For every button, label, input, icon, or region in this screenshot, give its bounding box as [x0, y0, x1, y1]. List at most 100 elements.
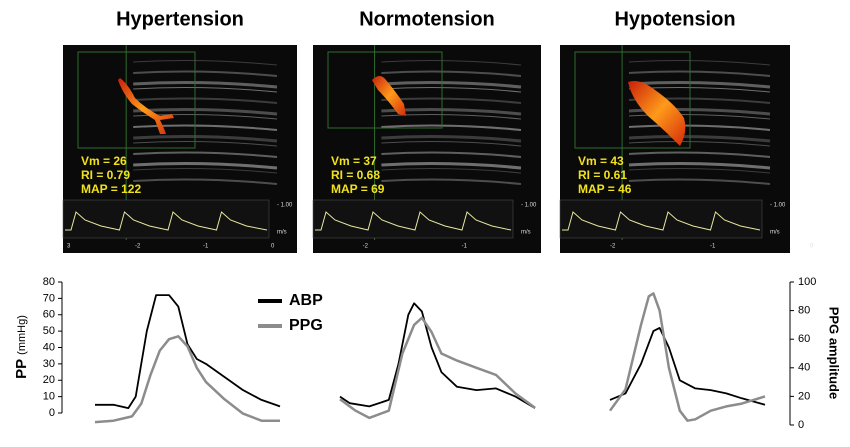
panel-title: Hypertension — [116, 8, 244, 30]
scale-label: 3 — [67, 244, 71, 250]
tissue-texture — [381, 135, 522, 143]
tissue-texture — [628, 81, 771, 89]
y2-tick-label: 0 — [798, 419, 804, 431]
tissue-texture — [381, 178, 522, 185]
tissue-texture — [628, 178, 771, 185]
measurement: MAP = 69 — [331, 182, 385, 196]
measurement: RI = 0.61 — [578, 168, 627, 182]
color-flow — [372, 76, 406, 116]
tissue-texture — [381, 124, 522, 131]
y2-tick-label: 100 — [798, 276, 816, 288]
tissue-texture — [133, 141, 278, 147]
sample-box — [574, 51, 691, 149]
scale-label: - 1.00 — [521, 203, 537, 209]
y-tick-label: 10 — [43, 391, 55, 403]
tissue-texture — [133, 97, 278, 104]
scale-label: -2 — [610, 244, 616, 250]
tissue-texture — [628, 168, 771, 174]
tissue-texture — [133, 60, 278, 66]
legend-label: PPG — [289, 317, 323, 334]
tissue-texture — [381, 162, 522, 170]
doppler-trace — [315, 211, 512, 231]
tissue-texture — [133, 135, 278, 143]
measurement: MAP = 46 — [578, 182, 632, 196]
y-tick-label: 50 — [43, 325, 55, 337]
y2-axis-label: PPG amplitude — [827, 307, 842, 399]
scale-label: 0 — [810, 244, 814, 250]
tissue-texture — [628, 151, 771, 158]
ppg-line — [608, 292, 766, 422]
measurement: MAP = 122 — [81, 182, 141, 196]
abp-line — [95, 294, 281, 409]
measurement: RI = 0.68 — [331, 168, 380, 182]
tissue-texture — [628, 70, 771, 77]
tissue-texture — [381, 60, 522, 66]
y-tick-label: 20 — [43, 374, 55, 386]
y-tick-label: 60 — [43, 309, 55, 321]
y2-tick-label: 40 — [798, 362, 810, 374]
measurement: Vm = 26 — [81, 154, 127, 168]
measurement: Vm = 37 — [331, 154, 377, 168]
scale-label: 0 — [271, 244, 275, 250]
ppg-line — [339, 316, 536, 420]
waveform-charts: 0 10 20 30 40 50 60 70 80 PP (mmHg) 0 20 40 60 80 100 PPG… — [13, 276, 842, 431]
tissue-texture — [133, 87, 278, 93]
scale-label: -1 — [203, 244, 209, 250]
color-flow — [118, 78, 174, 134]
tissue-texture — [133, 151, 278, 158]
ppg-line — [94, 335, 280, 424]
scale-label: -2 — [363, 244, 369, 250]
tissue-texture — [133, 124, 278, 131]
tissue-texture — [133, 162, 278, 170]
tissue-texture — [133, 178, 278, 185]
y-axis-label: PP (mmHg) — [13, 315, 30, 379]
y2-tick-label: 60 — [798, 333, 810, 345]
scale-label: - 1.00 — [770, 203, 786, 209]
y-tick-label: 0 — [49, 407, 55, 419]
scale-label: -1 — [710, 244, 716, 250]
tissue-texture — [381, 114, 522, 120]
tissue-texture — [628, 124, 771, 131]
tissue-texture — [381, 151, 522, 158]
y-tick-label: 30 — [43, 358, 55, 370]
tissue-texture — [381, 168, 522, 174]
measurement: Vm = 43 — [578, 154, 624, 168]
y-tick-label: 40 — [43, 341, 55, 353]
y2-tick-label: 80 — [798, 305, 810, 317]
tissue-texture — [628, 135, 771, 143]
measurement: RI = 0.79 — [81, 168, 130, 182]
sample-box — [77, 51, 196, 149]
tissue-texture — [628, 60, 771, 66]
abp-line — [339, 302, 536, 409]
tissue-texture — [133, 168, 278, 174]
y2-tick-label: 20 — [798, 390, 810, 402]
scale-label: m/s — [277, 230, 287, 236]
tissue-texture — [133, 70, 278, 77]
sample-box — [327, 51, 443, 129]
y-tick-label: 70 — [43, 292, 55, 304]
panel-title: Hypotension — [614, 8, 735, 30]
tissue-texture — [628, 114, 771, 120]
abp-line — [609, 327, 766, 406]
scale-label: - 1.00 — [277, 203, 293, 209]
tissue-texture — [133, 81, 278, 89]
spectral-strip — [559, 199, 763, 239]
tissue-texture — [381, 81, 522, 89]
color-flow — [628, 81, 686, 146]
scale-label: -1 — [462, 244, 468, 250]
legend-label: ABP — [289, 292, 323, 309]
scale-label: m/s — [521, 230, 531, 236]
panel-title: Normotension — [359, 8, 495, 30]
scale-label: m/s — [770, 230, 780, 236]
y-tick-label: 80 — [43, 276, 55, 288]
spectral-strip — [312, 199, 514, 239]
y-axis-label-main: PP — [13, 359, 30, 379]
tissue-texture — [381, 141, 522, 147]
spectral-strip — [62, 199, 270, 239]
tissue-texture — [628, 162, 771, 170]
scale-label: -2 — [135, 244, 141, 250]
tissue-texture — [381, 70, 522, 77]
tissue-texture — [628, 141, 771, 147]
doppler-trace — [562, 211, 761, 231]
